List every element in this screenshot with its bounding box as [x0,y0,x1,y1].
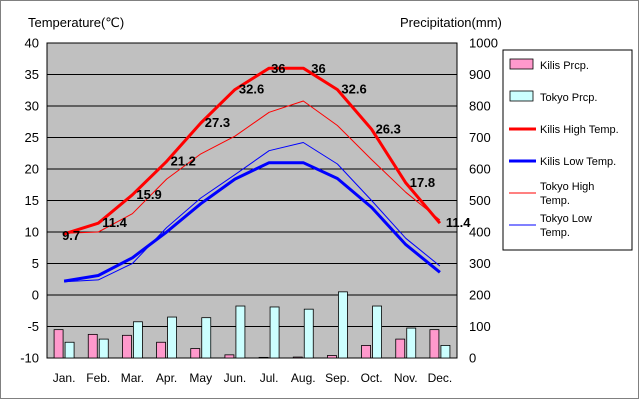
right-tick-label: 900 [469,67,491,82]
bar-tokyo-prcp [303,308,314,359]
legend-label: Temp. [540,227,570,239]
right-tick-label: 600 [469,162,491,177]
legend-swatch [509,58,534,70]
grid-layer [47,74,457,327]
bar-kilis-prcp [53,329,64,359]
legend-label: Kilis Low Temp. [540,156,616,168]
x-tick-label: Aug. [291,371,316,385]
legend-label: Kilis Prcp. [540,60,589,72]
bar-kilis-prcp [258,356,269,359]
x-tick-label: Nov. [394,371,418,385]
bar-kilis-prcp [429,329,440,359]
data-labels-layer: 9.7 11.4 15.9 21.2 27.3 32.6 36 36 32.6 26.3 17.8 1… [62,61,471,243]
data-label: 32.6 [239,82,264,97]
left-axis-ticks: 40 35 30 25 20 15 10 5 0 -5 -10 [20,36,39,366]
left-tick-label: 30 [25,99,39,114]
bar-tokyo-prcp [338,291,348,359]
left-tick-label: 15 [25,193,39,208]
data-label: 26.3 [376,121,401,136]
bar-tokyo-prcp [269,306,280,359]
data-label: 36 [271,61,285,76]
left-tick-label: -10 [20,351,39,366]
x-tick-label: Apr. [156,371,177,385]
line-kilis-low-temp [63,161,441,283]
legend: Kilis Prcp. Tokyo Prcp. Kilis High Temp. Ki… [502,49,633,251]
right-tick-label: 300 [469,256,491,271]
data-label: 36 [311,61,325,76]
data-label: 11.4 [102,215,127,230]
left-tick-label: 35 [25,67,39,82]
left-tick-label: 40 [25,36,39,51]
right-tick-label: 400 [469,225,491,240]
data-label: 9.7 [62,228,80,243]
bars-layer [53,291,451,359]
right-tick-label: 200 [469,288,491,303]
left-tick-label: 0 [32,288,39,303]
left-axis-title: Temperature(℃) [28,15,124,30]
bar-kilis-prcp [122,334,132,359]
right-axis-title: Precipitation(mm) [400,15,502,30]
bar-tokyo-prcp [133,321,143,359]
bar-tokyo-prcp [201,317,212,359]
x-tick-label: Feb. [86,371,110,385]
bar-tokyo-prcp [372,305,382,359]
bar-kilis-prcp [361,344,371,359]
x-axis-ticks: Jan. Feb. Mar. Apr. May Jun. Jul. Aug. Sep. Oct. N… [53,371,453,385]
data-label: 21.2 [171,153,196,168]
bar-tokyo-prcp [98,338,109,359]
bar-kilis-prcp [87,333,98,359]
bar-kilis-prcp [224,354,235,359]
line-tokyo-low-temp [64,142,441,283]
data-label: 32.6 [341,82,366,97]
data-label: 11.4 [446,215,471,230]
data-label: 27.3 [205,115,230,130]
legend-label: Tokyo Low [540,213,592,225]
legend-label: Tokyo High [540,181,594,193]
line-kilis-high-temp [63,66,442,236]
left-tick-label: 5 [32,256,39,271]
bar-tokyo-prcp [235,305,246,359]
left-tick-label: 20 [25,162,39,177]
right-tick-label: 0 [469,351,476,366]
x-tick-label: May [189,371,212,385]
x-tick-label: Jul. [260,371,279,385]
bar-kilis-prcp [395,338,406,359]
data-label: 15.9 [136,187,161,202]
bar-tokyo-prcp [406,327,417,359]
left-tick-label: 25 [25,130,39,145]
x-tick-label: Jun. [224,371,247,385]
right-tick-label: 1000 [469,36,498,51]
legend-label: Tokyo Prcp. [540,92,597,104]
bar-tokyo-prcp [440,344,451,359]
x-tick-label: Mar. [121,371,144,385]
left-tick-label: -5 [27,319,39,334]
bar-kilis-prcp [327,355,337,359]
right-tick-label: 100 [469,319,491,334]
legend-label: Kilis High Temp. [540,124,619,136]
bar-tokyo-prcp [167,316,177,359]
bar-kilis-prcp [292,356,303,359]
left-tick-label: 10 [25,225,39,240]
x-tick-label: Dec. [428,371,453,385]
x-tick-label: Jan. [53,371,76,385]
bar-kilis-prcp [190,348,201,359]
bar-tokyo-prcp [64,341,75,359]
legend-box [502,49,633,251]
x-tick-label: Oct. [361,371,383,385]
data-label: 17.8 [410,175,435,190]
x-tick-label: Sep. [325,371,350,385]
legend-label: Temp. [540,195,570,207]
lines-layer [63,66,442,283]
right-tick-label: 800 [469,99,491,114]
bar-kilis-prcp [156,341,166,359]
line-tokyo-high-temp [64,100,441,234]
legend-swatch [509,90,534,102]
right-tick-label: 700 [469,130,491,145]
right-tick-label: 500 [469,193,491,208]
